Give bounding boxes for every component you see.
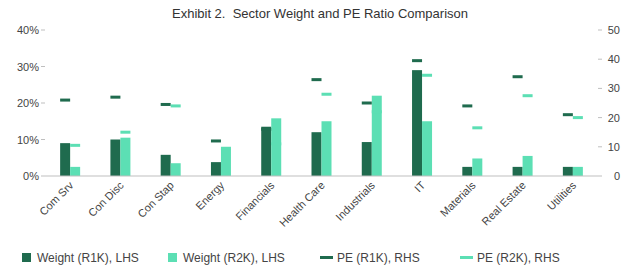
pe-marker: [221, 147, 231, 150]
bar: [462, 167, 472, 176]
bar: [573, 167, 583, 176]
pe-marker: [211, 139, 221, 142]
pe-marker: [70, 144, 80, 147]
bar: [412, 70, 422, 176]
x-tick-label: Com Srv: [37, 179, 76, 218]
y2-tick-label: 20: [608, 112, 620, 124]
bar: [261, 127, 271, 176]
y-tick: [41, 139, 45, 140]
pe-marker: [573, 116, 583, 119]
y-tick-label: 20%: [17, 97, 39, 109]
pe-marker: [422, 74, 432, 77]
pe-marker: [312, 78, 322, 81]
bar: [513, 167, 523, 176]
pe-marker: [412, 59, 422, 62]
pe-marker: [161, 103, 171, 106]
y-tick: [41, 66, 45, 67]
x-tick-label: Real Estate: [479, 179, 528, 228]
y2-tick: [598, 59, 602, 60]
x-tick-label: Industrials: [333, 179, 377, 223]
y-tick-label: 40%: [17, 24, 39, 36]
bar: [563, 167, 573, 176]
pe-marker: [261, 128, 271, 131]
legend-swatch: [320, 256, 333, 259]
y2-tick: [598, 30, 602, 31]
x-tick-label: Materials: [438, 179, 478, 219]
y2-tick: [598, 146, 602, 147]
legend-label: PE (R2K), RHS: [477, 251, 560, 265]
y-tick-label: 0%: [23, 170, 39, 182]
y2-tick-label: 0: [614, 170, 620, 182]
y-tick: [41, 176, 45, 177]
pe-marker: [523, 94, 533, 97]
x-tick-label: Con Stap: [135, 179, 176, 220]
y2-tick-label: 30: [608, 82, 620, 94]
pe-marker: [563, 113, 573, 116]
bar: [362, 142, 372, 176]
pe-marker: [362, 102, 372, 105]
x-tick-label: Utilities: [545, 179, 579, 213]
pe-marker: [60, 99, 70, 102]
x-tick-label: Energy: [193, 179, 226, 212]
legend-swatch: [460, 256, 473, 259]
title: Exhibit 2. Sector Weight and PE Ratio Co…: [172, 6, 468, 21]
chart: Exhibit 2. Sector Weight and PE Ratio Co…: [0, 0, 640, 276]
pe-marker: [472, 126, 482, 129]
x-tick-label: Health Care: [277, 179, 327, 229]
y-tick-label: 10%: [17, 134, 39, 146]
legend-swatch: [168, 253, 177, 262]
x-tick-label: Financials: [233, 179, 277, 223]
pe-marker: [462, 104, 472, 107]
y-tick: [41, 103, 45, 104]
x-axis: [45, 176, 598, 177]
bar: [120, 138, 130, 176]
pe-marker: [110, 96, 120, 99]
y-tick-label: 30%: [17, 61, 39, 73]
bar: [422, 121, 432, 176]
x-tick-label: Con Disc: [86, 179, 126, 219]
bar: [312, 132, 322, 176]
legend-label: Weight (R2K), LHS: [183, 251, 285, 265]
bar: [322, 121, 332, 176]
legend-label: Weight (R1K), LHS: [37, 251, 139, 265]
bar: [110, 140, 120, 177]
x-tick-label: IT: [412, 179, 428, 195]
bar: [211, 162, 221, 176]
bar: [161, 155, 171, 176]
pe-marker: [171, 104, 181, 107]
bar: [221, 149, 231, 176]
y2-tick: [598, 117, 602, 118]
pe-marker: [120, 131, 130, 134]
bar: [523, 156, 533, 176]
legend-swatch: [22, 253, 31, 262]
bar: [372, 96, 382, 176]
pe-marker: [271, 142, 281, 145]
y2-tick-label: 40: [608, 53, 620, 65]
plot-marks: [60, 59, 583, 176]
pe-marker: [513, 75, 523, 78]
pe-marker: [322, 93, 332, 96]
bar: [70, 167, 80, 176]
bar: [171, 163, 181, 176]
bar: [472, 158, 482, 176]
y2-tick: [598, 176, 602, 177]
bar: [60, 143, 70, 176]
y2-tick-label: 10: [608, 141, 620, 153]
y-tick: [41, 30, 45, 31]
pe-marker: [372, 110, 382, 113]
bar: [271, 118, 281, 176]
y2-tick-label: 50: [608, 24, 620, 36]
y2-tick: [598, 88, 602, 89]
legend-label: PE (R1K), RHS: [337, 251, 420, 265]
